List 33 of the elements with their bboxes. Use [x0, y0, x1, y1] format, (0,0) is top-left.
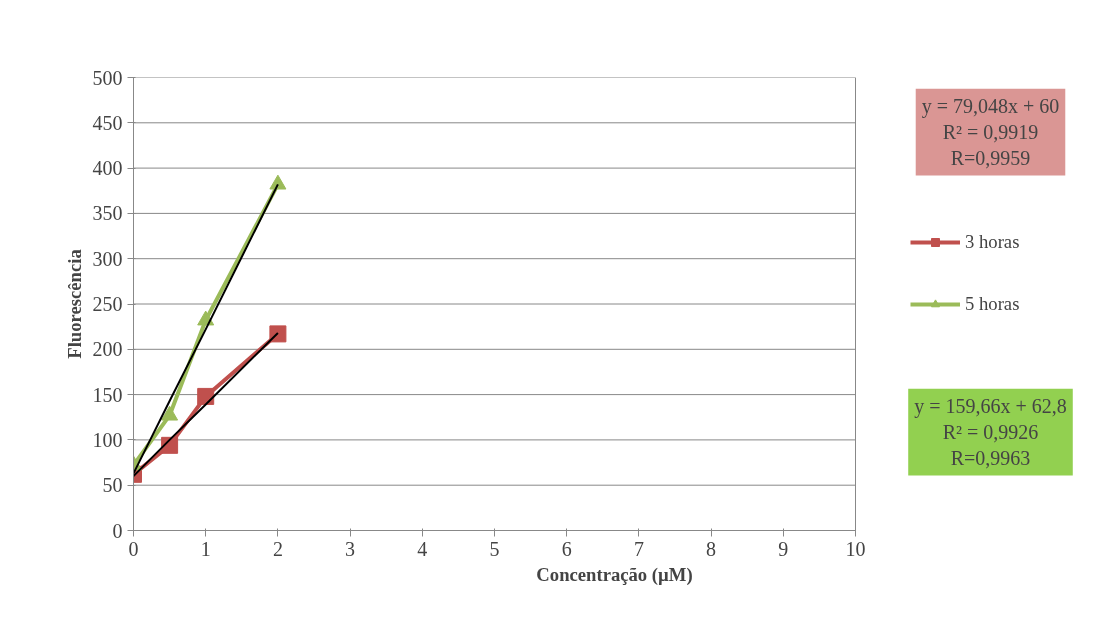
- text: y = 159,66x + 62,8 R² = 0,9926 R=0,9963: [914, 394, 1067, 470]
- legend-label: 5 horas: [965, 293, 1020, 315]
- x-tick-label: 0: [128, 537, 139, 560]
- y-tick-label: 150: [92, 383, 123, 406]
- legend-label: 3 horas: [965, 231, 1020, 253]
- y-tick-label: 0: [112, 519, 123, 542]
- y-tick-label: 250: [92, 293, 123, 315]
- text: y = 79,048x + 60 R² = 0,9919 R=0,9959: [921, 94, 1060, 170]
- y-tick-label: 100: [92, 428, 123, 451]
- x-tick-label: 2: [272, 537, 283, 560]
- y-tick-label: 400: [92, 157, 123, 180]
- x-tick-label: 6: [561, 537, 572, 560]
- y-tick-label: 450: [92, 111, 123, 134]
- y-tick-label: 50: [102, 474, 123, 497]
- x-tick-label: 5: [489, 537, 500, 560]
- x-tick-label: 3: [345, 537, 356, 560]
- y-tick-label: 200: [92, 338, 123, 361]
- x-tick-label: 4: [417, 537, 428, 560]
- point: [197, 387, 215, 405]
- y-axis-title: Fluorescência: [63, 248, 85, 359]
- x-tick-label: 8: [706, 537, 717, 560]
- y-tick-label: 500: [92, 66, 123, 89]
- point: [161, 436, 179, 454]
- point: [161, 405, 179, 421]
- x-tick-label: 10: [845, 537, 866, 560]
- x-tick-label: 1: [200, 537, 211, 560]
- point: [269, 174, 287, 190]
- x-tick-label: 9: [778, 537, 789, 560]
- x-tick-label: 7: [633, 537, 644, 560]
- y-tick-label: 350: [92, 202, 123, 225]
- y-tick-label: 300: [92, 247, 123, 270]
- x-axis-title: Concentração (µM): [536, 563, 693, 586]
- point: [269, 325, 287, 343]
